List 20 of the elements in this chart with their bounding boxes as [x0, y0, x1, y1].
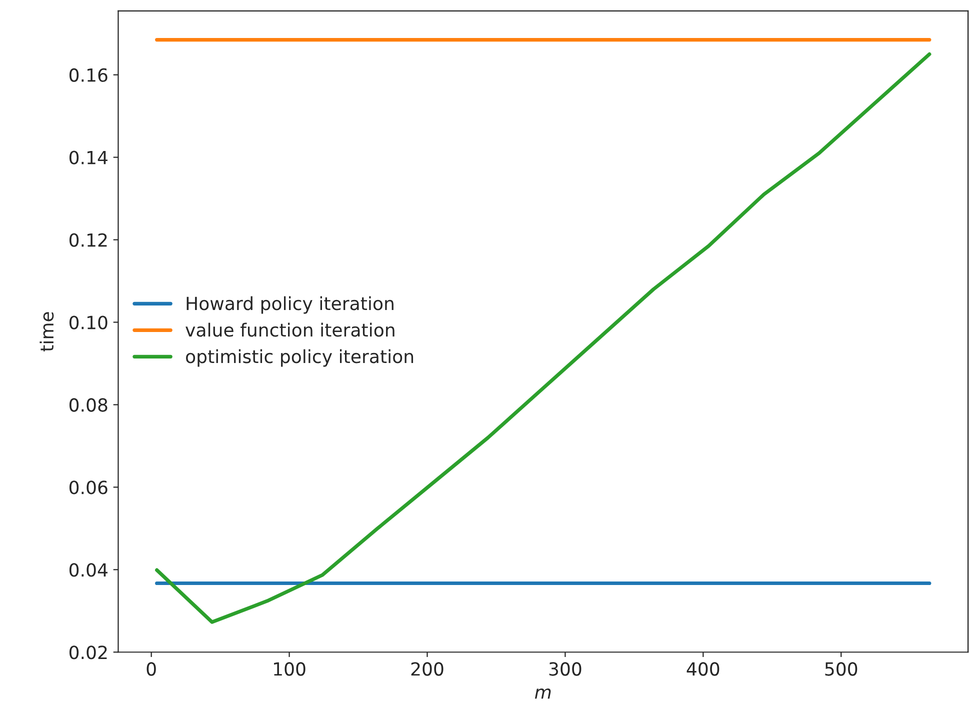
- y-tick-label: 0.16: [69, 68, 108, 82]
- y-tick-label: 0.10: [69, 316, 108, 330]
- y-tick-label: 0.06: [69, 480, 108, 494]
- y-tick-label: 0.08: [69, 398, 108, 412]
- y-tick-label: 0.14: [69, 150, 108, 164]
- x-tick-label: 400: [686, 662, 720, 676]
- legend-label: optimistic policy iteration: [186, 349, 414, 367]
- y-tick-label: 0.02: [69, 646, 107, 660]
- legend-label: Howard policy iteration: [186, 296, 394, 314]
- line-series: [155, 52, 932, 624]
- x-tick-label: 200: [411, 662, 444, 676]
- x-tick-label: 500: [825, 662, 858, 676]
- x-tick-label: 100: [274, 662, 306, 676]
- x-axis-title: m: [534, 688, 551, 699]
- y-tick-label: 0.12: [69, 233, 107, 247]
- y-axis-title: time: [40, 312, 54, 352]
- y-tick-label: 0.04: [69, 563, 108, 577]
- x-tick-label: 300: [549, 662, 582, 676]
- legend-label: value function iteration: [186, 322, 394, 337]
- x-tick-label: 0: [146, 662, 156, 676]
